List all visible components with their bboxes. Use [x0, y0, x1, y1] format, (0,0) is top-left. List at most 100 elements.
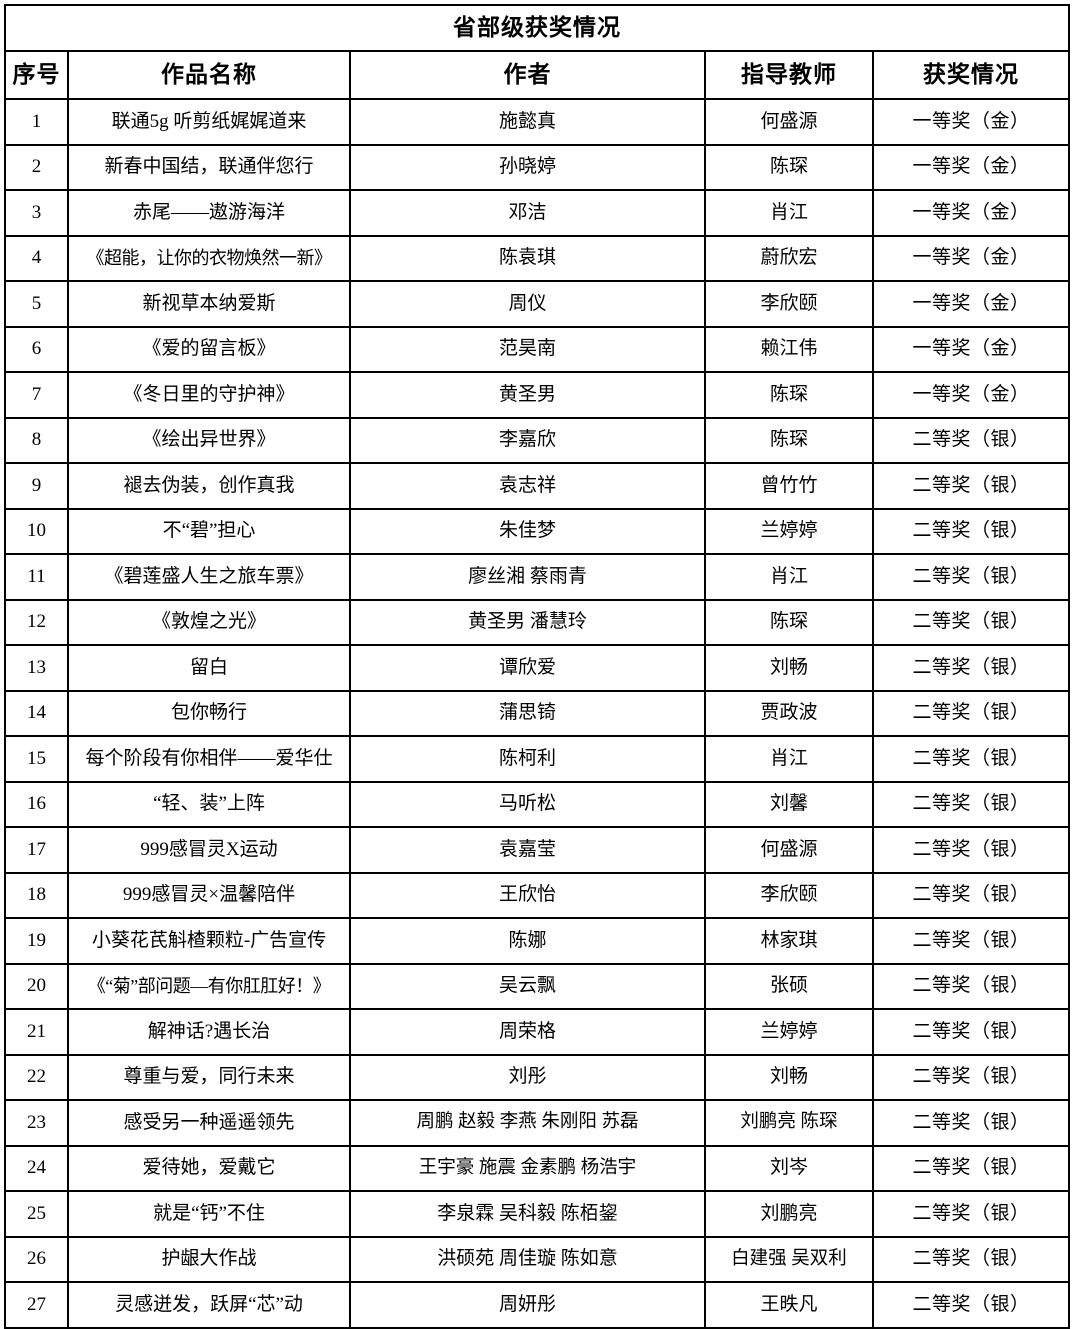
- award-level: 二等奖（银）: [871, 780, 1071, 828]
- author-name: 洪硕苑 周佳璇 陈如意: [349, 1235, 706, 1283]
- teacher-name: 刘鹏亮 陈琛: [704, 1099, 874, 1147]
- work-title: 新视草本纳爱斯: [67, 280, 351, 328]
- table-row: 23 感受另一种遥遥领先 周鹏 赵毅 李燕 朱刚阳 苏磊 刘鹏亮 陈琛 二等奖（银）: [4, 1099, 1071, 1147]
- column-header-title: 作品名称: [67, 50, 351, 100]
- table-row: 21 解神话?遇长治 周荣格 兰婷婷 二等奖（银）: [4, 1008, 1071, 1056]
- table-row: 9 褪去伪装，创作真我 袁志祥 曾竹竹 二等奖（银）: [4, 462, 1071, 510]
- teacher-name: 赖江伟: [704, 325, 874, 373]
- author-name: 王宇豪 施震 金素鹏 杨浩宇: [349, 1144, 706, 1192]
- teacher-name: 刘畅: [704, 644, 874, 692]
- teacher-name: 曾竹竹: [704, 462, 874, 510]
- work-title: 《“菊”部问题—有你肛肛好！》: [67, 962, 351, 1010]
- author-name: 邓洁: [349, 189, 706, 237]
- teacher-name: 李欣颐: [704, 280, 874, 328]
- table-row: 16 “轻、装”上阵 马听松 刘馨 二等奖（银）: [4, 780, 1071, 828]
- award-level: 二等奖（银）: [871, 1281, 1071, 1329]
- award-level: 二等奖（银）: [871, 735, 1071, 783]
- author-name: 周仪: [349, 280, 706, 328]
- teacher-name: 刘岑: [704, 1144, 874, 1192]
- row-index: 1: [4, 98, 69, 146]
- work-title: 《冬日里的守护神》: [67, 371, 351, 419]
- table-row: 11 《碧莲盛人生之旅车票》 廖丝湘 蔡雨青 肖江 二等奖（银）: [4, 553, 1071, 601]
- teacher-name: 刘畅: [704, 1053, 874, 1101]
- row-index: 22: [4, 1053, 69, 1101]
- award-level: 一等奖（金）: [871, 143, 1071, 191]
- row-index: 15: [4, 735, 69, 783]
- table-row: 7 《冬日里的守护神》 黄圣男 陈琛 一等奖（金）: [4, 371, 1071, 419]
- work-title: 新春中国结，联通伴您行: [67, 143, 351, 191]
- table-row: 3 赤尾——遨游海洋 邓洁 肖江 一等奖（金）: [4, 189, 1071, 237]
- award-level: 二等奖（银）: [871, 1099, 1071, 1147]
- teacher-name: 何盛源: [704, 98, 874, 146]
- author-name: 周鹏 赵毅 李燕 朱刚阳 苏磊: [349, 1099, 706, 1147]
- table-row: 8 《绘出异世界》 李嘉欣 陈琛 二等奖（银）: [4, 416, 1071, 464]
- award-level: 二等奖（银）: [871, 689, 1071, 737]
- teacher-name: 肖江: [704, 553, 874, 601]
- author-name: 朱佳梦: [349, 507, 706, 555]
- teacher-name: 陈琛: [704, 416, 874, 464]
- author-name: 吴云飘: [349, 962, 706, 1010]
- award-level: 一等奖（金）: [871, 234, 1071, 282]
- table-row: 18 999感冒灵×温馨陪伴 王欣怡 李欣颐 二等奖（银）: [4, 871, 1071, 919]
- row-index: 3: [4, 189, 69, 237]
- work-title: 《绘出异世界》: [67, 416, 351, 464]
- work-title: 解神话?遇长治: [67, 1008, 351, 1056]
- work-title: 999感冒灵X运动: [67, 826, 351, 874]
- table-title-row: 省部级获奖情况: [3, 4, 1071, 52]
- row-index: 24: [4, 1144, 69, 1192]
- author-name: 蒲思锜: [349, 689, 706, 737]
- row-index: 26: [4, 1235, 69, 1283]
- award-level: 一等奖（金）: [871, 189, 1071, 237]
- work-title: 护龈大作战: [67, 1235, 351, 1283]
- work-title: 爱待她，爱戴它: [67, 1144, 351, 1192]
- row-index: 25: [4, 1190, 69, 1238]
- work-title: 尊重与爱，同行未来: [67, 1053, 351, 1101]
- table-row: 1 联通5g 听剪纸娓娓道来 施懿真 何盛源 一等奖（金）: [4, 98, 1071, 146]
- row-index: 17: [4, 826, 69, 874]
- row-index: 10: [4, 507, 69, 555]
- award-level: 二等奖（银）: [871, 462, 1071, 510]
- table-row: 24 爱待她，爱戴它 王宇豪 施震 金素鹏 杨浩宇 刘岑 二等奖（银）: [4, 1144, 1071, 1192]
- award-level: 二等奖（银）: [871, 917, 1071, 965]
- author-name: 王欣怡: [349, 871, 706, 919]
- teacher-name: 陈琛: [704, 598, 874, 646]
- teacher-name: 刘鹏亮: [704, 1190, 874, 1238]
- teacher-name: 陈琛: [704, 371, 874, 419]
- author-name: 陈袁琪: [349, 234, 706, 282]
- award-level: 二等奖（银）: [871, 416, 1071, 464]
- column-header-index: 序号: [4, 50, 69, 100]
- work-title: 《敦煌之光》: [67, 598, 351, 646]
- teacher-name: 肖江: [704, 735, 874, 783]
- award-level: 一等奖（金）: [871, 98, 1071, 146]
- row-index: 9: [4, 462, 69, 510]
- author-name: 周荣格: [349, 1008, 706, 1056]
- award-level: 一等奖（金）: [871, 371, 1071, 419]
- table-row: 25 就是“钙”不住 李泉霖 吴科毅 陈栢鋆 刘鹏亮 二等奖（银）: [4, 1190, 1071, 1238]
- award-table-body: 省部级获奖情况 序号 作品名称 作者 指导教师 获奖情况 1 联通5g 听剪纸娓娓…: [3, 4, 1071, 1329]
- award-level: 二等奖（银）: [871, 644, 1071, 692]
- row-index: 14: [4, 689, 69, 737]
- page-title: 省部级获奖情况: [3, 4, 1071, 52]
- table-row: 22 尊重与爱，同行未来 刘彤 刘畅 二等奖（银）: [4, 1053, 1071, 1101]
- author-name: 廖丝湘 蔡雨青: [349, 553, 706, 601]
- work-title: 感受另一种遥遥领先: [67, 1099, 351, 1147]
- work-title: 赤尾——遨游海洋: [67, 189, 351, 237]
- author-name: 马听松: [349, 780, 706, 828]
- work-title: 留白: [67, 644, 351, 692]
- table-row: 20 《“菊”部问题—有你肛肛好！》 吴云飘 张硕 二等奖（银）: [4, 962, 1071, 1010]
- row-index: 2: [4, 143, 69, 191]
- award-level: 二等奖（银）: [871, 507, 1071, 555]
- award-level: 二等奖（银）: [871, 1144, 1071, 1192]
- author-name: 李泉霖 吴科毅 陈栢鋆: [349, 1190, 706, 1238]
- work-title: 《碧莲盛人生之旅车票》: [67, 553, 351, 601]
- author-name: 孙晓婷: [349, 143, 706, 191]
- work-title: 《爱的留言板》: [67, 325, 351, 373]
- award-level: 二等奖（银）: [871, 1190, 1071, 1238]
- row-index: 21: [4, 1008, 69, 1056]
- work-title: 联通5g 听剪纸娓娓道来: [67, 98, 351, 146]
- author-name: 黄圣男: [349, 371, 706, 419]
- award-level: 二等奖（银）: [871, 598, 1071, 646]
- teacher-name: 白建强 吴双利: [704, 1235, 874, 1283]
- work-title: 包你畅行: [67, 689, 351, 737]
- award-level: 二等奖（银）: [871, 553, 1071, 601]
